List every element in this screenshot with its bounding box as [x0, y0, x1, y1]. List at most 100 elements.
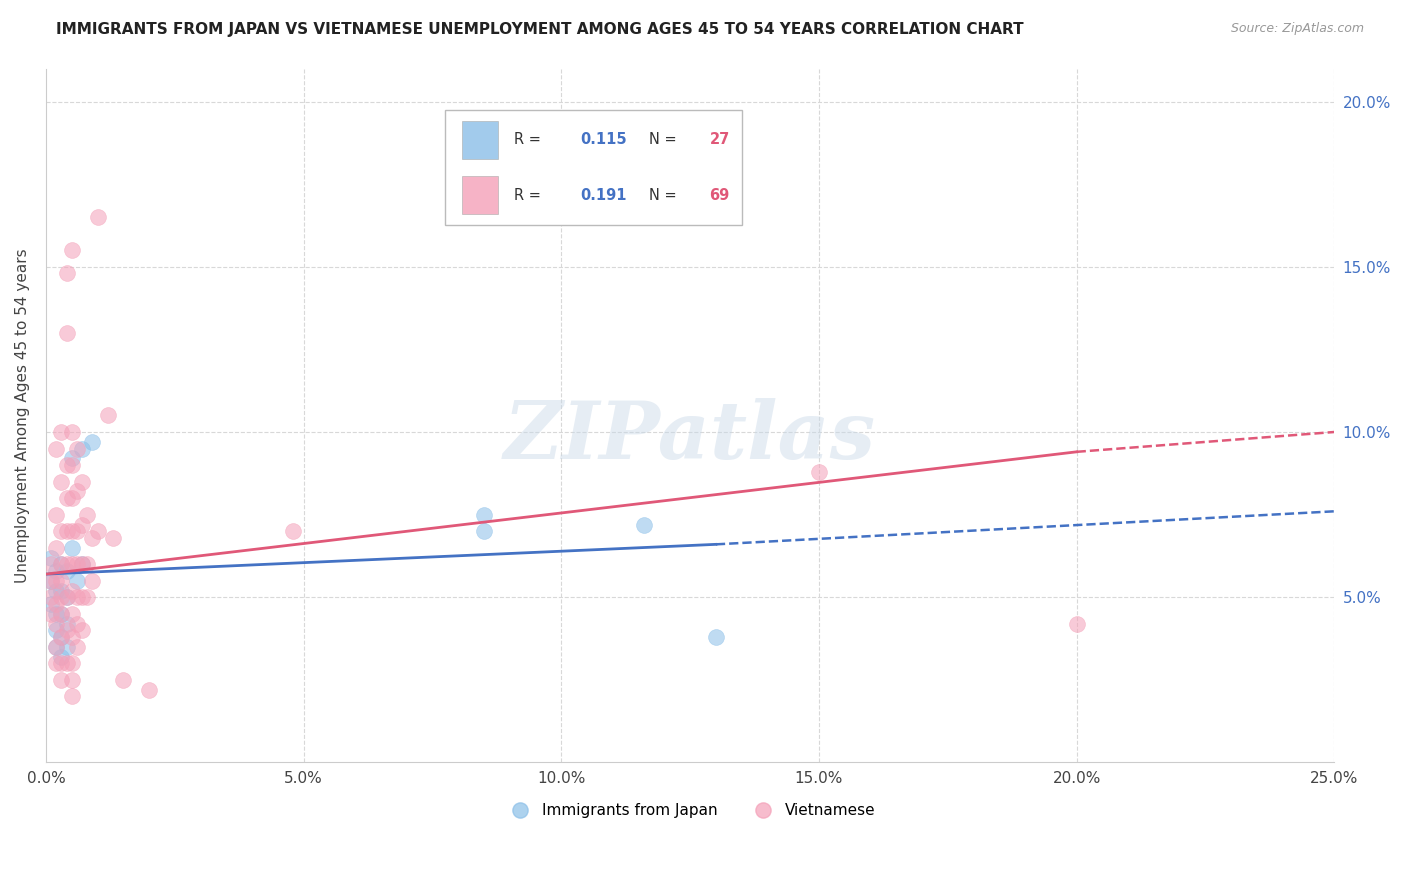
Point	[66, 574, 89, 588]
Point	[112, 673, 135, 687]
Point	[51, 574, 73, 588]
Point	[66, 640, 89, 654]
Point	[45, 583, 67, 598]
Point	[55, 524, 77, 538]
Point	[55, 616, 77, 631]
Point	[45, 564, 67, 578]
Point	[66, 591, 89, 605]
FancyBboxPatch shape	[463, 176, 498, 214]
Point	[60, 630, 83, 644]
Point	[76, 557, 98, 571]
Text: Source: ZipAtlas.com: Source: ZipAtlas.com	[1230, 22, 1364, 36]
FancyBboxPatch shape	[446, 110, 741, 225]
Point	[45, 657, 67, 671]
Point	[60, 583, 83, 598]
Text: N =: N =	[650, 132, 681, 147]
Point	[55, 624, 77, 638]
Point	[66, 524, 89, 538]
Point	[51, 607, 73, 621]
Point	[60, 557, 83, 571]
Point	[86, 524, 108, 538]
Point	[45, 508, 67, 522]
Point	[60, 425, 83, 439]
Point	[55, 458, 77, 472]
Point	[66, 442, 89, 456]
Point	[704, 630, 727, 644]
Point	[76, 591, 98, 605]
Text: 0.191: 0.191	[581, 187, 627, 202]
Point	[39, 574, 62, 588]
Text: N =: N =	[650, 187, 681, 202]
Point	[70, 442, 93, 456]
Point	[51, 425, 73, 439]
Point	[55, 657, 77, 671]
Point	[51, 475, 73, 489]
Point	[60, 607, 83, 621]
Point	[60, 491, 83, 505]
Point	[45, 442, 67, 456]
Text: R =: R =	[513, 132, 546, 147]
Point	[51, 524, 73, 538]
Text: 27: 27	[710, 132, 730, 147]
Point	[45, 640, 67, 654]
Point	[39, 574, 62, 588]
Legend: Immigrants from Japan, Vietnamese: Immigrants from Japan, Vietnamese	[499, 797, 882, 824]
Point	[82, 434, 104, 449]
Point	[55, 564, 77, 578]
Point	[472, 508, 495, 522]
Point	[39, 557, 62, 571]
Point	[60, 524, 83, 538]
Point	[82, 531, 104, 545]
Point	[70, 475, 93, 489]
Point	[86, 211, 108, 225]
Point	[60, 690, 83, 704]
Point	[45, 616, 67, 631]
Y-axis label: Unemployment Among Ages 45 to 54 years: Unemployment Among Ages 45 to 54 years	[15, 248, 30, 582]
Text: 69: 69	[710, 187, 730, 202]
Point	[70, 557, 93, 571]
Point	[51, 649, 73, 664]
Point	[55, 326, 77, 340]
Point	[76, 508, 98, 522]
Text: 0.115: 0.115	[581, 132, 627, 147]
Point	[39, 597, 62, 611]
Point	[101, 531, 124, 545]
Point	[807, 465, 830, 479]
Point	[51, 657, 73, 671]
Point	[45, 624, 67, 638]
Point	[70, 517, 93, 532]
Point	[45, 640, 67, 654]
Point	[55, 640, 77, 654]
Point	[1066, 616, 1088, 631]
Point	[39, 607, 62, 621]
Point	[45, 597, 67, 611]
Text: R =: R =	[513, 187, 546, 202]
Point	[82, 574, 104, 588]
Point	[51, 630, 73, 644]
Point	[55, 591, 77, 605]
Point	[51, 591, 73, 605]
Point	[55, 266, 77, 280]
Point	[55, 491, 77, 505]
Point	[60, 673, 83, 687]
Point	[70, 624, 93, 638]
Point	[51, 557, 73, 571]
Point	[60, 244, 83, 258]
Point	[55, 557, 77, 571]
Point	[60, 451, 83, 466]
Point	[70, 591, 93, 605]
Text: IMMIGRANTS FROM JAPAN VS VIETNAMESE UNEMPLOYMENT AMONG AGES 45 TO 54 YEARS CORRE: IMMIGRANTS FROM JAPAN VS VIETNAMESE UNEM…	[56, 22, 1024, 37]
Point	[66, 557, 89, 571]
Point	[283, 524, 305, 538]
Point	[39, 550, 62, 565]
Text: ZIPatlas: ZIPatlas	[505, 398, 876, 475]
Point	[60, 657, 83, 671]
Point	[51, 557, 73, 571]
Point	[66, 616, 89, 631]
Point	[55, 591, 77, 605]
Point	[45, 607, 67, 621]
Point	[51, 607, 73, 621]
Point	[97, 409, 120, 423]
Point	[633, 517, 655, 532]
Point	[60, 458, 83, 472]
